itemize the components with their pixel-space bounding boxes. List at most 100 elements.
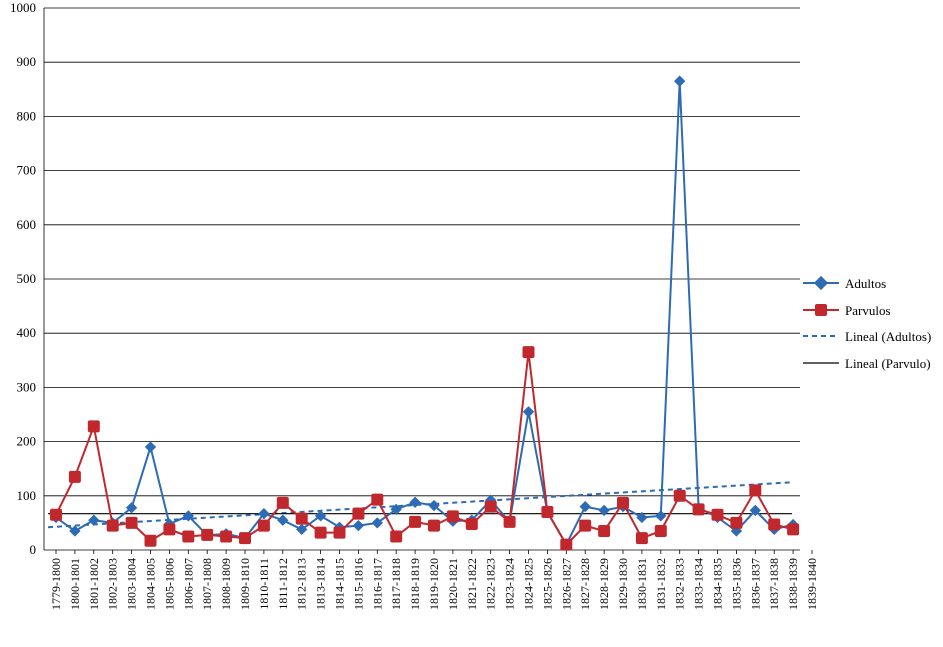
- data-point: [258, 508, 270, 520]
- x-tick-label: 1779-1800: [49, 558, 63, 610]
- data-point: [106, 519, 119, 532]
- legend-label-parvulos: Parvulos: [845, 303, 891, 318]
- data-point: [446, 510, 459, 523]
- data-point: [125, 516, 138, 529]
- y-tick-label: 800: [17, 108, 37, 123]
- y-tick-label: 900: [17, 54, 37, 69]
- data-point: [87, 420, 100, 433]
- x-tick-label: 1837-1838: [767, 558, 781, 610]
- legend-label-lineal-adultos: Lineal (Adultos): [845, 329, 931, 344]
- x-tick-label: 1820-1821: [446, 558, 460, 610]
- y-tick-label: 1000: [10, 0, 36, 15]
- data-point: [522, 406, 535, 418]
- data-point: [560, 538, 573, 551]
- x-tick-label: 1816-1817: [370, 558, 384, 610]
- data-point: [277, 514, 289, 526]
- data-point: [163, 523, 176, 536]
- data-point: [333, 526, 346, 539]
- y-tick-label: 600: [17, 217, 37, 232]
- legend-item-parvulos: Parvulos: [803, 303, 891, 318]
- data-point: [768, 518, 781, 531]
- data-point: [692, 503, 705, 516]
- data-point: [314, 510, 327, 522]
- data-point: [428, 519, 440, 532]
- data-point: [239, 532, 251, 545]
- x-tick-label: 1810-1811: [257, 558, 271, 610]
- x-tick-label: 1830-1831: [635, 558, 649, 610]
- data-point: [50, 508, 62, 521]
- data-point: [314, 526, 327, 539]
- x-tick-label: 1818-1819: [408, 558, 422, 610]
- legend: Adultos Parvulos Lineal (Adultos) Lineal…: [803, 275, 931, 371]
- x-tick-label: 1828-1829: [597, 558, 611, 610]
- x-tick-label: 1836-1837: [748, 558, 762, 610]
- data-point: [598, 525, 611, 538]
- x-tick-label: 1803-1804: [125, 558, 139, 610]
- data-point: [635, 532, 648, 545]
- data-point: [390, 503, 402, 516]
- x-tick-label: 1812-1813: [295, 558, 309, 610]
- data-point: [144, 441, 157, 453]
- data-point: [409, 515, 422, 528]
- legend-item-lineal-adultos: Lineal (Adultos): [803, 329, 931, 344]
- x-tick-label: 1832-1833: [673, 558, 687, 610]
- data-point: [257, 519, 270, 532]
- data-point: [749, 504, 761, 517]
- x-tick-label: 1835-1836: [729, 558, 743, 610]
- data-point: [541, 506, 554, 519]
- legend-item-adultos: Adultos: [803, 275, 886, 291]
- x-tick-label: 1814-1815: [333, 558, 347, 610]
- data-point: [598, 504, 610, 517]
- y-axis-ticks: 0 100 200 300 400 500 600 700 800 900 1000: [10, 0, 36, 557]
- x-tick-label: 1826-1827: [559, 558, 573, 610]
- x-tick-label: 1808-1809: [219, 558, 233, 610]
- data-point: [296, 523, 308, 536]
- x-tick-label: 1806-1807: [181, 558, 195, 610]
- data-point: [144, 534, 157, 547]
- x-tick-label: 1811-1812: [276, 558, 290, 610]
- y-tick-label: 500: [17, 271, 37, 286]
- series-group: [50, 75, 800, 551]
- data-point: [749, 484, 762, 497]
- data-point: [352, 519, 365, 532]
- data-point: [371, 493, 384, 506]
- series-adultos: [50, 75, 799, 551]
- series-line: [55, 81, 794, 547]
- x-tick-label: 1817-1818: [389, 558, 403, 610]
- y-tick-label: 400: [17, 325, 37, 340]
- data-point: [371, 517, 383, 529]
- data-point: [390, 530, 403, 543]
- data-point: [465, 517, 478, 530]
- x-tick-label: 1829-1830: [616, 558, 630, 610]
- data-point: [787, 523, 800, 536]
- x-tick-label: 1834-1835: [711, 558, 725, 610]
- x-tick-label: 1839-1840: [805, 558, 819, 610]
- series-line: [55, 352, 794, 547]
- y-tick-label: 0: [30, 542, 37, 557]
- x-tick-label: 1833-1834: [692, 558, 706, 610]
- data-point: [636, 511, 648, 524]
- x-tick-label: 1802-1803: [106, 558, 120, 610]
- data-point: [655, 510, 667, 522]
- data-point: [68, 470, 81, 483]
- x-tick-label: 1838-1839: [786, 558, 800, 610]
- trendline-0: [47, 481, 793, 529]
- data-point: [674, 75, 686, 87]
- x-tick-label: 1831-1832: [654, 558, 668, 610]
- x-tick-label: 1823-1824: [503, 558, 517, 610]
- x-tick-label: 1807-1808: [200, 558, 214, 610]
- data-point: [579, 500, 591, 513]
- x-tick-label: 1822-1823: [484, 558, 498, 610]
- x-tick-label: 1827-1828: [578, 558, 592, 610]
- data-point: [711, 508, 724, 521]
- data-point: [522, 346, 535, 359]
- series-parvulos: [50, 346, 800, 551]
- x-tick-label: 1800-1801: [68, 558, 82, 610]
- x-axis-ticks: 1779-1800 1800-1801 1801-1802 1802-1803 1803…: [49, 550, 819, 610]
- x-tick-label: 1825-1826: [540, 558, 554, 610]
- x-tick-label: 1804-1805: [144, 558, 158, 610]
- x-tick-label: 1821-1822: [465, 558, 479, 610]
- x-tick-label: 1805-1806: [162, 558, 176, 610]
- data-point: [503, 515, 516, 528]
